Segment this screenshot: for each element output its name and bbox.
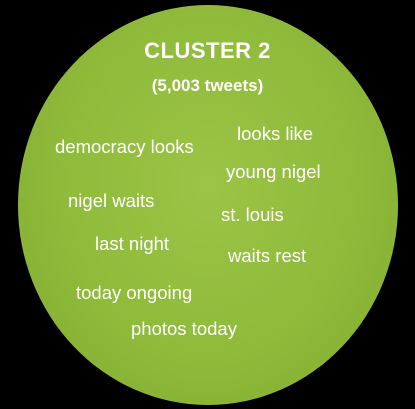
phrase-nigel-waits: nigel waits [68,190,155,211]
phrase-last-night: last night [95,233,170,254]
phrase-waits-rest: waits rest [228,245,307,266]
phrase-democracy-looks: democracy looks [55,136,194,157]
cluster-title: CLUSTER 2 [144,38,271,63]
phrase-looks-like: looks like [237,123,314,144]
phrase-photos-today: photos today [131,318,237,339]
phrase-young-nigel: young nigel [226,161,321,182]
cluster-circle [18,5,398,405]
cluster-tweet-count: (5,003 tweets) [151,76,264,95]
phrase-st-louis: st. louis [221,204,284,225]
phrase-today-ongoing: today ongoing [76,282,193,303]
